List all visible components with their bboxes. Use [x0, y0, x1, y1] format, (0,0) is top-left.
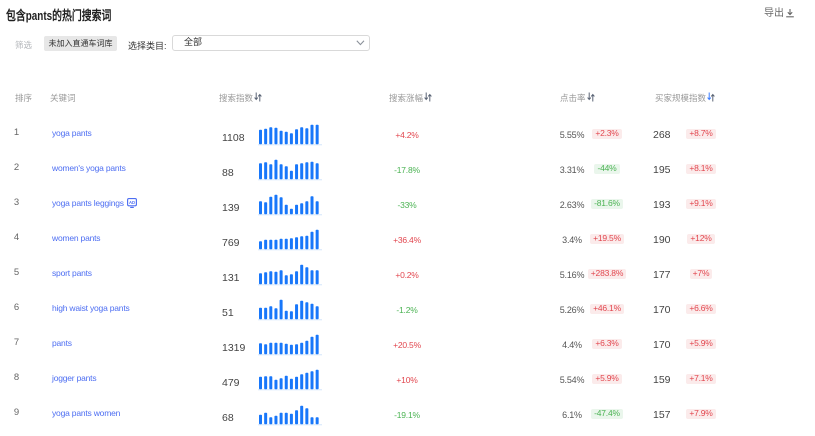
svg-text:AD: AD — [129, 200, 135, 205]
